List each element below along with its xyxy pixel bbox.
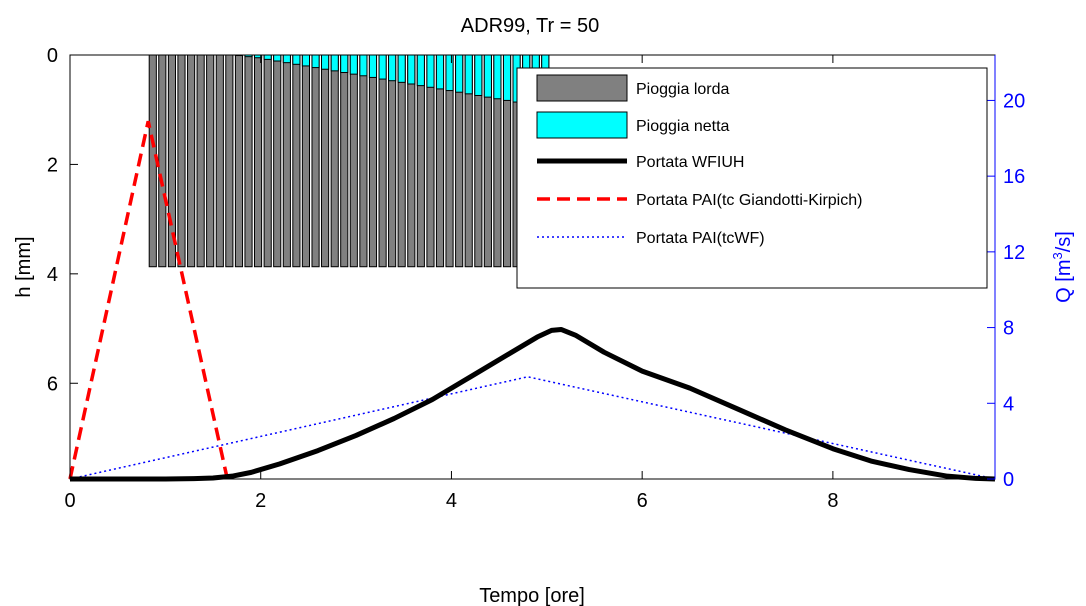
net-rain-bar [273, 54, 282, 62]
net-rain-bar [311, 54, 320, 69]
gross-rain-bar [368, 54, 378, 268]
net-rain-bar [321, 54, 330, 70]
gross-rain-bar [282, 54, 291, 268]
legend-box [516, 67, 988, 289]
legend-label: Pioggia lorda [636, 81, 730, 98]
axis-ticks: 0 2 4 6 8 0 2 4 6 0 4 8 12 16 20 [47, 45, 1025, 512]
y-tick-left-label: 0 [47, 45, 58, 67]
legend-swatch-net-rain [536, 111, 628, 139]
gross-rain-bar [206, 54, 215, 268]
legend-entry: Portata PAI(tc Giandotti-Kirpich) [537, 192, 862, 209]
net-rain-bar [388, 54, 397, 82]
gross-rain-bar [349, 54, 358, 268]
legend-label: Portata PAI(tc Giandotti-Kirpich) [636, 192, 862, 209]
net-rain-bar [493, 54, 502, 100]
x-tick-label: 2 [255, 490, 266, 512]
gross-rain-bar [388, 54, 397, 268]
net-rain-bar [368, 54, 378, 78]
legend: Pioggia lorda Pioggia netta Portata WFIUH P… [516, 67, 988, 289]
net-rain-bar [292, 54, 301, 65]
gross-rain-bar [253, 54, 263, 268]
gross-rain-bar [158, 54, 167, 268]
legend-label: Portata PAI(tcWF) [636, 230, 765, 247]
gross-rain-bar [177, 54, 186, 268]
x-tick-label: 4 [446, 490, 457, 512]
legend-swatch-gross-rain [536, 74, 628, 102]
chart-title: ADR99, Tr = 50 [461, 15, 599, 37]
gross-rain-bar [321, 54, 330, 268]
y-tick-left-label: 4 [47, 264, 58, 286]
gross-rain-bar [273, 54, 282, 268]
net-rain-bar [416, 54, 425, 87]
net-rain-bar [282, 54, 291, 64]
gross-rain-bar [340, 54, 349, 268]
y-tick-right-label: 20 [1003, 90, 1025, 112]
gross-rain-bar [407, 54, 416, 268]
wfiuh-line [70, 326, 996, 482]
gross-rain-bar [225, 54, 234, 268]
legend-entries: Pioggia lorda Pioggia netta Portata WFIUH P… [536, 74, 862, 247]
y-axis-label-right-sup: 3 [1050, 252, 1065, 259]
net-rain-bar [435, 54, 445, 90]
net-rain-bar [483, 54, 492, 98]
gross-rain-bar [292, 54, 301, 268]
net-rain-bar [378, 54, 387, 80]
net-rain-bar [426, 54, 435, 88]
legend-entry: Pioggia netta [536, 111, 730, 139]
y-tick-left-label: 6 [47, 373, 58, 395]
x-tick-label: 0 [64, 490, 75, 512]
legend-entry: Portata WFIUH [537, 154, 744, 171]
gross-rain-bar [215, 54, 224, 268]
gross-rain-bar [330, 54, 339, 268]
gross-rain-bar [359, 54, 368, 268]
y-tick-right-label: 12 [1003, 242, 1025, 264]
net-rain-bar [340, 54, 349, 74]
net-rain-bar [455, 54, 464, 93]
net-rain-bar [474, 54, 483, 96]
x-axis-label: Tempo [ore] [479, 585, 585, 606]
gross-rain-bar [378, 54, 387, 268]
gross-rain-bar [311, 54, 320, 268]
y-tick-right-label: 16 [1003, 166, 1025, 188]
y-tick-left-label: 2 [47, 154, 58, 176]
y-tick-right-label: 8 [1003, 318, 1014, 340]
net-rain-bar [407, 54, 416, 85]
gross-rain-bar [234, 54, 244, 268]
gross-rain-bar [301, 54, 311, 268]
legend-entry: Pioggia lorda [536, 74, 730, 102]
x-tick-label: 6 [637, 490, 648, 512]
x-tick-label: 8 [827, 490, 838, 512]
discharge-lines [68, 120, 996, 482]
net-rain-bar [445, 54, 454, 92]
legend-label: Portata WFIUH [636, 154, 744, 171]
pai-tcwf-line [69, 376, 996, 480]
y-axis-label-right: Q [m3/s] [1050, 231, 1075, 303]
pai-giandotti-kirpich-line [68, 120, 230, 480]
y-axis-label-right-tail: /s] [1053, 231, 1075, 252]
net-rain-bar [301, 54, 311, 67]
net-rain-bar [397, 54, 406, 83]
gross-rain-bar [244, 54, 253, 268]
net-rain-bar [263, 54, 272, 60]
legend-label: Pioggia netta [636, 118, 730, 135]
gross-rain-bar [196, 54, 205, 268]
y-tick-right-label: 4 [1003, 393, 1014, 415]
net-rain-bar [464, 54, 473, 95]
net-rain-bar [349, 54, 358, 75]
y-axis-label-left: h [mm] [13, 236, 35, 297]
y-tick-right-label: 0 [1003, 469, 1014, 491]
net-rain-bar [359, 54, 368, 77]
y-axis-label-right-main: Q [m [1053, 260, 1075, 303]
gross-rain-bar [187, 54, 196, 268]
gross-rain-bar [397, 54, 406, 268]
net-rain-bar [330, 54, 339, 72]
legend-entry: Portata PAI(tcWF) [537, 230, 765, 247]
gross-rain-bar [416, 54, 425, 268]
gross-rain-bar [263, 54, 272, 268]
net-rain-bar [502, 54, 512, 101]
